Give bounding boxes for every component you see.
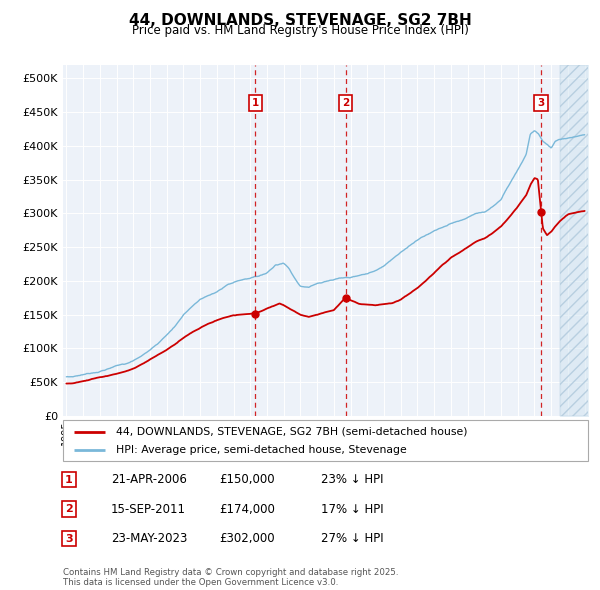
Text: 2: 2 xyxy=(65,504,73,514)
Text: £174,000: £174,000 xyxy=(219,503,275,516)
Text: 23-MAY-2023: 23-MAY-2023 xyxy=(111,532,187,545)
Text: Price paid vs. HM Land Registry's House Price Index (HPI): Price paid vs. HM Land Registry's House … xyxy=(131,24,469,37)
Text: 44, DOWNLANDS, STEVENAGE, SG2 7BH (semi-detached house): 44, DOWNLANDS, STEVENAGE, SG2 7BH (semi-… xyxy=(115,427,467,437)
Text: 44, DOWNLANDS, STEVENAGE, SG2 7BH: 44, DOWNLANDS, STEVENAGE, SG2 7BH xyxy=(128,13,472,28)
Text: 3: 3 xyxy=(538,99,545,109)
Text: 17% ↓ HPI: 17% ↓ HPI xyxy=(321,503,383,516)
Text: 2: 2 xyxy=(342,99,350,109)
Text: 1: 1 xyxy=(251,99,259,109)
Text: £150,000: £150,000 xyxy=(219,473,275,486)
FancyBboxPatch shape xyxy=(63,420,588,461)
Text: 21-APR-2006: 21-APR-2006 xyxy=(111,473,187,486)
Text: 1: 1 xyxy=(65,475,73,484)
Text: 27% ↓ HPI: 27% ↓ HPI xyxy=(321,532,383,545)
Text: Contains HM Land Registry data © Crown copyright and database right 2025.
This d: Contains HM Land Registry data © Crown c… xyxy=(63,568,398,587)
Text: £302,000: £302,000 xyxy=(219,532,275,545)
Text: 3: 3 xyxy=(65,534,73,543)
Text: HPI: Average price, semi-detached house, Stevenage: HPI: Average price, semi-detached house,… xyxy=(115,445,406,455)
Text: 23% ↓ HPI: 23% ↓ HPI xyxy=(321,473,383,486)
Text: 15-SEP-2011: 15-SEP-2011 xyxy=(111,503,186,516)
